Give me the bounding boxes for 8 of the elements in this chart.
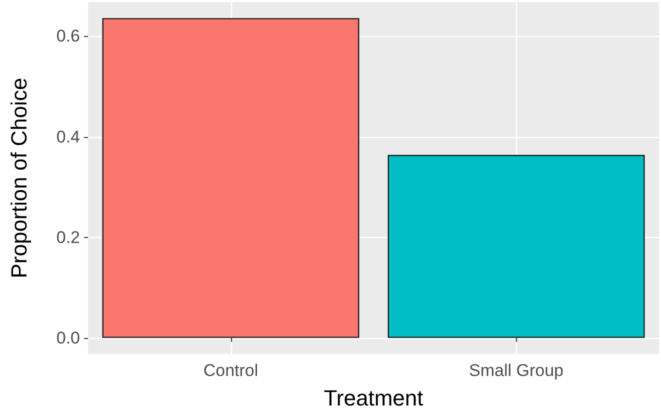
- x-axis-title: Treatment: [324, 386, 424, 410]
- y-tick-label: 0.6: [56, 26, 80, 46]
- x-tick-label: Control: [203, 361, 258, 380]
- y-tick-label: 0.0: [56, 328, 80, 348]
- y-tick-label: 0.2: [56, 228, 80, 247]
- y-axis-title: Proportion of Choice: [6, 78, 32, 278]
- y-tick-label: 0.4: [56, 127, 80, 146]
- x-tick-label: Small Group: [469, 361, 564, 380]
